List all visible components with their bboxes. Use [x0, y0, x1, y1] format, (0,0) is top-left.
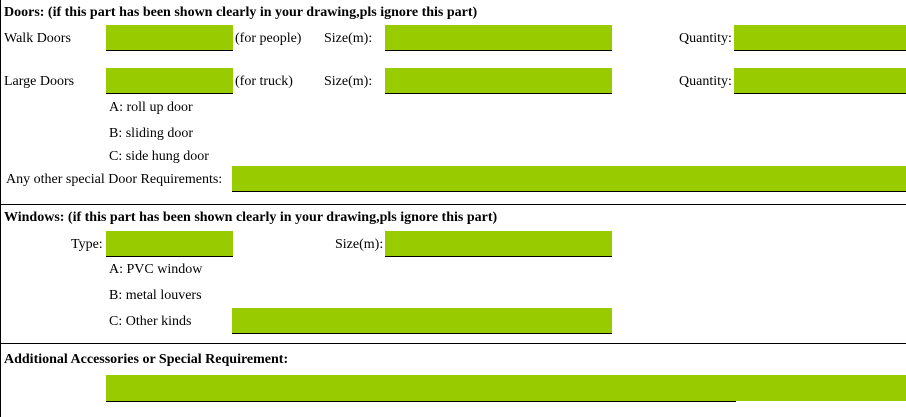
walk-doors-label: Walk Doors — [4, 31, 71, 46]
window-type-field[interactable] — [106, 231, 233, 257]
window-type-label: Type: — [71, 237, 103, 252]
large-doors-size-field[interactable] — [385, 68, 612, 94]
large-doors-label: Large Doors — [4, 74, 75, 89]
walk-doors-size-label: Size(m): — [324, 31, 373, 46]
window-option-pvc: A: PVC window — [109, 262, 203, 277]
door-option-roll-up: A: roll up door — [109, 100, 193, 115]
walk-doors-type-field[interactable] — [106, 25, 233, 51]
additional-header: Additional Accessories or Special Requir… — [4, 352, 289, 367]
walk-doors-quantity-label: Quantity: — [679, 31, 732, 46]
windows-divider — [0, 343, 906, 344]
window-option-other: C: Other kinds — [109, 314, 192, 329]
additional-field[interactable] — [106, 375, 906, 401]
large-doors-note: (for truck) — [235, 74, 293, 89]
window-size-label: Size(m): — [335, 237, 384, 252]
window-other-field[interactable] — [232, 308, 612, 334]
left-border — [0, 0, 1, 417]
large-doors-type-field[interactable] — [106, 68, 233, 94]
door-special-label: Any other special Door Requirements: — [6, 172, 223, 187]
large-doors-size-label: Size(m): — [324, 74, 373, 89]
additional-field-underline — [106, 401, 736, 402]
door-option-side-hung: C: side hung door — [109, 149, 209, 164]
walk-doors-quantity-field[interactable] — [734, 25, 906, 51]
window-option-louvers: B: metal louvers — [109, 288, 202, 303]
windows-header: Windows: (if this part has been shown cl… — [4, 210, 498, 225]
window-size-field[interactable] — [385, 231, 612, 257]
walk-doors-size-field[interactable] — [385, 25, 612, 51]
door-option-sliding: B: sliding door — [109, 126, 194, 141]
large-doors-quantity-label: Quantity: — [679, 74, 732, 89]
door-special-field[interactable] — [232, 166, 906, 192]
doors-divider — [0, 204, 906, 205]
doors-header: Doors: (if this part has been shown clea… — [4, 5, 478, 20]
large-doors-quantity-field[interactable] — [734, 68, 906, 94]
walk-doors-note: (for people) — [235, 31, 302, 46]
